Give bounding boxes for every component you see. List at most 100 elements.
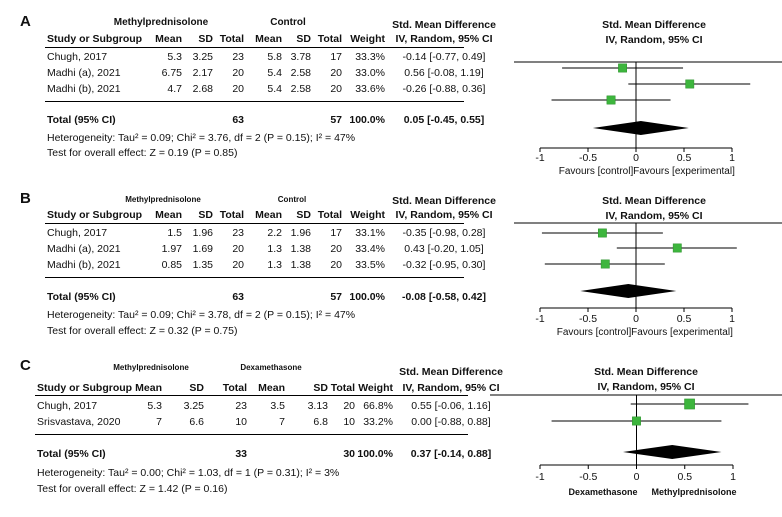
study-marker bbox=[600, 259, 610, 269]
ctl-sd-cell: 1.38 bbox=[290, 259, 311, 271]
exp-total-cell: 23 bbox=[235, 400, 247, 412]
study-name: Chugh, 2017 bbox=[47, 51, 108, 63]
column-header-ctl-mean: Mean bbox=[255, 33, 282, 45]
column-header-ci: IV, Random, 95% CI bbox=[395, 33, 493, 45]
ci-cell: 0.55 [-0.06, 1.16] bbox=[411, 400, 491, 412]
x-tick-label: 0.5 bbox=[677, 471, 692, 483]
exp-sd-cell: 1.69 bbox=[192, 243, 213, 255]
column-header-exp-mean: Mean bbox=[155, 209, 182, 221]
favours-left-label: Favours [control] bbox=[557, 327, 632, 338]
x-tick-label: 1 bbox=[729, 152, 735, 164]
column-header-ctl-sd: SD bbox=[296, 33, 311, 45]
total-label: Total (95% CI) bbox=[47, 114, 116, 126]
table-body-rule bbox=[45, 101, 464, 102]
ctl-mean-cell: 3.5 bbox=[270, 400, 285, 412]
exp-total-cell: 20 bbox=[232, 243, 244, 255]
forest-plot-area: -1 -0.5 0 0.5 1 Favours [control] Favours [exp… bbox=[514, 222, 782, 338]
pooled-diamond bbox=[592, 121, 689, 135]
plot-subheader: IV, Random, 95% CI bbox=[597, 381, 695, 393]
weight-cell: 33.5% bbox=[355, 259, 385, 271]
ci-cell: 0.43 [-0.20, 1.05] bbox=[404, 243, 484, 255]
overall-effect-text: Test for overall effect: Z = 0.19 (P = 0… bbox=[47, 147, 238, 159]
exp-sd-cell: 1.35 bbox=[192, 259, 213, 271]
column-header-exp-mean: Mean bbox=[135, 382, 162, 394]
ctl-mean-cell: 1.3 bbox=[267, 243, 282, 255]
exp-sd-cell: 2.17 bbox=[192, 67, 213, 79]
plot-header: Std. Mean Difference bbox=[602, 195, 706, 207]
ctl-sd-cell: 2.58 bbox=[290, 67, 311, 79]
study-marker bbox=[597, 228, 607, 238]
exp-total-cell: 23 bbox=[232, 51, 244, 63]
x-tick-label: 1 bbox=[730, 471, 736, 483]
exp-sd-cell: 3.25 bbox=[183, 400, 204, 412]
total-weight: 100.0% bbox=[349, 114, 385, 126]
ctl-total-cell: 20 bbox=[343, 400, 355, 412]
ctl-mean-cell: 5.8 bbox=[267, 51, 282, 63]
favours-right-label: Favours [experimental] bbox=[633, 166, 735, 177]
ctl-total-cell: 17 bbox=[330, 227, 342, 239]
ci-cell: -0.26 [-0.88, 0.36] bbox=[402, 83, 486, 95]
total-weight: 100.0% bbox=[357, 448, 393, 460]
study-marker bbox=[606, 95, 616, 105]
weight-cell: 33.1% bbox=[355, 227, 385, 239]
x-tick-label: 0 bbox=[633, 152, 639, 164]
total-ci: 0.37 [-0.14, 0.88] bbox=[410, 448, 492, 460]
experimental-group-label: Methylprednisolone bbox=[113, 17, 209, 28]
total-ci: 0.05 [-0.45, 0.55] bbox=[403, 114, 485, 126]
exp-mean-cell: 6.75 bbox=[161, 67, 182, 79]
study-name: Chugh, 2017 bbox=[47, 227, 108, 239]
study-name: Madhi (a), 2021 bbox=[47, 243, 121, 255]
pooled-diamond bbox=[622, 445, 722, 459]
study-marker bbox=[618, 63, 627, 73]
favours-left-label: Favours [control] bbox=[559, 166, 634, 177]
ctl-sd-cell: 3.78 bbox=[290, 51, 311, 63]
x-tick-label: 0.5 bbox=[677, 313, 692, 325]
ctl-total-cell: 17 bbox=[330, 51, 342, 63]
x-tick-label: 0 bbox=[634, 471, 640, 483]
total-exp-n: 33 bbox=[235, 448, 247, 460]
x-tick-label: -1 bbox=[535, 313, 544, 325]
exp-sd-cell: 3.25 bbox=[192, 51, 213, 63]
ctl-sd-cell: 2.58 bbox=[290, 83, 311, 95]
table-header-rule bbox=[35, 395, 468, 396]
forest-plot-area: -1 -0.5 0 0.5 1 Favours [control] Favours [exp… bbox=[514, 61, 782, 177]
exp-mean-cell: 0.85 bbox=[161, 259, 182, 271]
exp-mean-cell: 7 bbox=[156, 416, 162, 428]
ci-cell: -0.32 [-0.95, 0.30] bbox=[402, 259, 486, 271]
x-tick-label: -0.5 bbox=[579, 152, 597, 164]
total-ctl-n: 30 bbox=[343, 448, 355, 460]
overall-effect-text: Test for overall effect: Z = 1.42 (P = 0… bbox=[37, 483, 228, 495]
plot-header: Std. Mean Difference bbox=[594, 366, 698, 378]
exp-sd-cell: 6.6 bbox=[189, 416, 204, 428]
heterogeneity-text: Heterogeneity: Tau² = 0.00; Chi² = 1.03,… bbox=[37, 467, 340, 479]
column-header-exp-total: Total bbox=[222, 382, 247, 394]
overall-effect-text: Test for overall effect: Z = 0.32 (P = 0… bbox=[47, 325, 238, 337]
weight-cell: 33.2% bbox=[363, 416, 393, 428]
plot-subheader: IV, Random, 95% CI bbox=[605, 210, 703, 222]
exp-mean-cell: 5.3 bbox=[167, 51, 182, 63]
panel-label: A bbox=[20, 13, 31, 30]
column-header-ctl-total: Total bbox=[330, 382, 355, 394]
exp-total-cell: 20 bbox=[232, 259, 244, 271]
column-header-weight: Weight bbox=[350, 33, 385, 45]
weight-cell: 33.4% bbox=[355, 243, 385, 255]
favours-left-label: Dexamethasone bbox=[568, 487, 637, 497]
plot-header: Std. Mean Difference bbox=[602, 19, 706, 31]
column-header-ctl-mean: Mean bbox=[255, 209, 282, 221]
column-header-exp-sd: SD bbox=[189, 382, 204, 394]
forest-panel-b: B Methylprednisolone Control Std. Mean Diff… bbox=[0, 172, 782, 344]
column-header-exp-total: Total bbox=[219, 209, 244, 221]
x-tick-label: 0 bbox=[633, 313, 639, 325]
control-group-label: Control bbox=[270, 17, 306, 28]
effect-size-header: Std. Mean Difference bbox=[392, 195, 496, 207]
forest-panel-a: A Methylprednisolone Control Std. Mean Diff… bbox=[0, 0, 782, 177]
ctl-sd-cell: 6.8 bbox=[313, 416, 328, 428]
heterogeneity-text: Heterogeneity: Tau² = 0.09; Chi² = 3.76,… bbox=[47, 132, 356, 144]
total-exp-n: 63 bbox=[232, 114, 244, 126]
weight-cell: 33.0% bbox=[355, 67, 385, 79]
ctl-total-cell: 20 bbox=[330, 83, 342, 95]
exp-total-cell: 10 bbox=[235, 416, 247, 428]
exp-total-cell: 20 bbox=[232, 67, 244, 79]
ctl-total-cell: 20 bbox=[330, 259, 342, 271]
plot-subheader: IV, Random, 95% CI bbox=[605, 34, 703, 46]
